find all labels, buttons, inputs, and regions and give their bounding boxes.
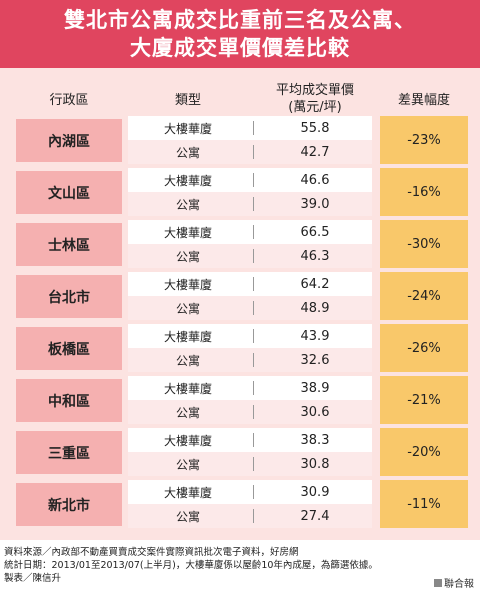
type-label: 大樓華廈 xyxy=(163,277,212,292)
period-note: 統計日期：2013/01至2013/07(上半月)，大樓華廈係以屋齡10年內成屋… xyxy=(4,560,378,571)
column-divider xyxy=(253,249,254,263)
type-label: 公寓 xyxy=(175,457,200,472)
column-divider xyxy=(253,485,254,499)
price-value: 38.3 xyxy=(300,432,330,448)
district-cell: 士林區 xyxy=(16,223,122,266)
price-value: 42.7 xyxy=(300,144,330,160)
apartment-row: 公寓 39.0 xyxy=(128,192,372,216)
column-divider xyxy=(253,433,254,447)
column-divider xyxy=(253,457,254,471)
price-value: 30.6 xyxy=(300,404,330,420)
diff-cell: -23% xyxy=(380,116,468,164)
diff-cell: -11% xyxy=(380,480,468,528)
price-value: 46.6 xyxy=(300,172,330,188)
column-divider xyxy=(253,353,254,367)
building-row: 大樓華廈 46.6 xyxy=(128,168,372,192)
type-label: 大樓華廈 xyxy=(163,381,212,396)
column-divider xyxy=(253,381,254,395)
district-cell: 內湖區 xyxy=(16,119,122,162)
diff-cell: -21% xyxy=(380,376,468,424)
type-label: 公寓 xyxy=(175,301,200,316)
price-value: 32.6 xyxy=(300,352,330,368)
type-label: 大樓華廈 xyxy=(163,433,212,448)
type-label: 大樓華廈 xyxy=(163,121,212,136)
price-value: 48.9 xyxy=(300,300,330,316)
column-divider xyxy=(253,277,254,291)
building-row: 大樓華廈 38.3 xyxy=(128,428,372,452)
district-cell: 三重區 xyxy=(16,431,122,474)
credit-note: 製表／陳信升 xyxy=(4,573,62,584)
apartment-row: 公寓 46.3 xyxy=(128,244,372,268)
type-label: 公寓 xyxy=(175,197,200,212)
type-label: 公寓 xyxy=(175,509,200,524)
district-cell: 板橋區 xyxy=(16,327,122,370)
price-value: 46.3 xyxy=(300,248,330,264)
district-cell: 文山區 xyxy=(16,171,122,214)
diff-cell: -20% xyxy=(380,428,468,476)
source-note: 資料來源／內政部不動產買賣成交案件實際資訊批次電子資料，好房網 xyxy=(4,547,299,558)
column-header-price-line-2: (萬元/坪) xyxy=(288,100,342,115)
building-row: 大樓華廈 64.2 xyxy=(128,272,372,296)
district-cell: 台北市 xyxy=(16,275,122,318)
type-label: 公寓 xyxy=(175,405,200,420)
column-divider xyxy=(253,145,254,159)
brand-name: 聯合報 xyxy=(444,579,474,590)
apartment-row: 公寓 48.9 xyxy=(128,296,372,320)
type-label: 大樓華廈 xyxy=(163,225,212,240)
diff-cell: -26% xyxy=(380,324,468,372)
price-value: 39.0 xyxy=(300,196,330,212)
column-divider xyxy=(253,173,254,187)
column-header-diff: 差異幅度 xyxy=(397,93,450,108)
apartment-row: 公寓 42.7 xyxy=(128,140,372,164)
brand-logo: 聯合報 xyxy=(434,575,474,590)
column-header-type: 類型 xyxy=(174,93,201,108)
building-row: 大樓華廈 43.9 xyxy=(128,324,372,348)
column-header-price: 平均成交單價 (萬元/坪) xyxy=(258,82,372,116)
diff-cell: -16% xyxy=(380,168,468,216)
price-value: 43.9 xyxy=(300,328,330,344)
brand-square-icon xyxy=(434,578,442,587)
column-divider xyxy=(253,509,254,523)
price-value: 30.8 xyxy=(300,456,330,472)
apartment-row: 公寓 27.4 xyxy=(128,504,372,528)
price-value: 30.9 xyxy=(300,484,330,500)
price-value: 55.8 xyxy=(300,120,330,136)
type-label: 大樓華廈 xyxy=(163,173,212,188)
column-header-price-line-1: 平均成交單價 xyxy=(275,83,354,98)
column-header-district: 行政區 xyxy=(49,93,89,108)
type-label: 公寓 xyxy=(175,249,200,264)
district-cell: 新北市 xyxy=(16,483,122,526)
title-line-1: 雙北市公寓成交比重前三名及公寓、 xyxy=(64,8,416,32)
building-row: 大樓華廈 66.5 xyxy=(128,220,372,244)
footer: 資料來源／內政部不動產買賣成交案件實際資訊批次電子資料，好房網 統計日期：201… xyxy=(4,546,476,585)
price-value: 27.4 xyxy=(300,508,330,524)
type-label: 大樓華廈 xyxy=(163,485,212,500)
column-divider xyxy=(253,121,254,135)
column-divider xyxy=(253,329,254,343)
diff-cell: -30% xyxy=(380,220,468,268)
price-value: 66.5 xyxy=(300,224,330,240)
chart-title: 雙北市公寓成交比重前三名及公寓、 大廈成交單價價差比較 xyxy=(0,0,480,68)
table-panel: 行政區 類型 平均成交單價 (萬元/坪) 差異幅度 內湖區 大樓華廈 55.8 公寓 4… xyxy=(0,68,480,540)
column-divider xyxy=(253,301,254,315)
building-row: 大樓華廈 30.9 xyxy=(128,480,372,504)
type-label: 公寓 xyxy=(175,145,200,160)
diff-cell: -24% xyxy=(380,272,468,320)
price-value: 38.9 xyxy=(300,380,330,396)
price-value: 64.2 xyxy=(300,276,330,292)
building-row: 大樓華廈 55.8 xyxy=(128,116,372,140)
apartment-row: 公寓 32.6 xyxy=(128,348,372,372)
type-label: 大樓華廈 xyxy=(163,329,212,344)
building-row: 大樓華廈 38.9 xyxy=(128,376,372,400)
apartment-row: 公寓 30.8 xyxy=(128,452,372,476)
column-divider xyxy=(253,197,254,211)
apartment-row: 公寓 30.6 xyxy=(128,400,372,424)
title-line-2: 大廈成交單價價差比較 xyxy=(130,36,350,60)
column-divider xyxy=(253,225,254,239)
column-divider xyxy=(253,405,254,419)
type-label: 公寓 xyxy=(175,353,200,368)
district-cell: 中和區 xyxy=(16,379,122,422)
